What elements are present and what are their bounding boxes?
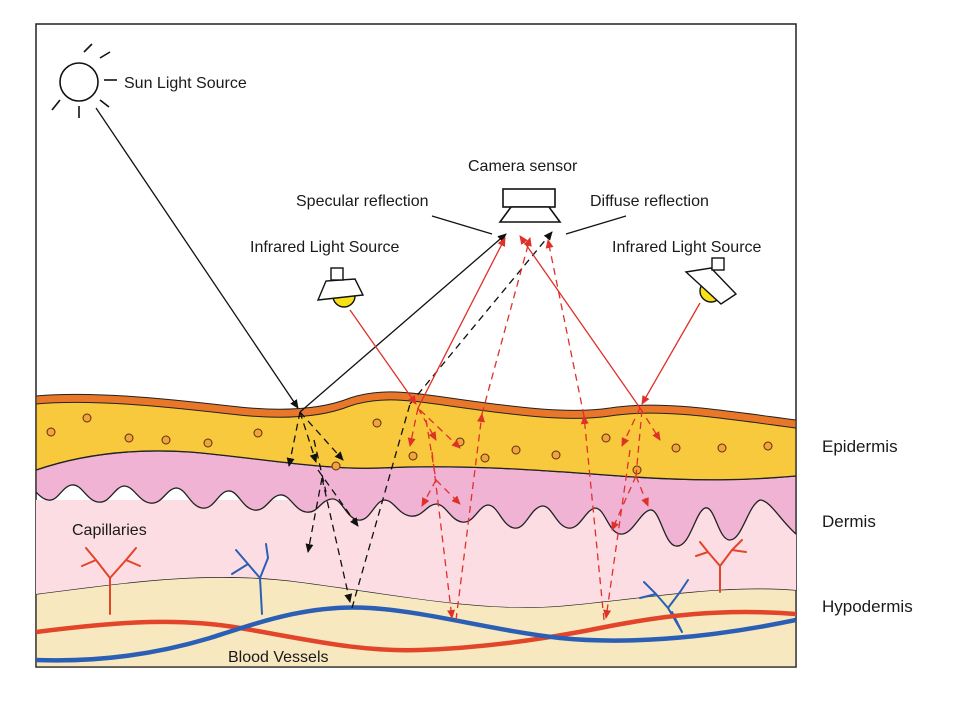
camera-sensor-icon	[498, 188, 562, 223]
infrared-source-right-label: Infrared Light Source	[612, 239, 762, 256]
infrared-scatter	[407, 237, 661, 621]
capillaries-red	[81, 539, 747, 615]
blood-vessels-label: Blood Vessels	[228, 649, 329, 666]
dermis-label: Dermis	[822, 512, 876, 531]
diffuse-leader	[565, 215, 627, 235]
epidermis-label: Epidermis	[822, 437, 898, 456]
camera-sensor-label: Camera sensor	[468, 158, 578, 175]
infrared-source-left-label: Infrared Light Source	[250, 239, 400, 256]
melanin-granules	[46, 413, 773, 475]
infrared-rays	[349, 235, 701, 409]
infrared-light-left-icon	[316, 267, 365, 308]
sunlight-rays	[95, 107, 507, 413]
sunlight-scatter	[286, 231, 553, 609]
hypodermis-label: Hypodermis	[822, 597, 913, 616]
specular-reflection-label: Specular reflection	[296, 193, 429, 210]
infrared-light-right-icon	[684, 257, 738, 305]
capillaries-blue	[231, 543, 689, 633]
specular-leader	[431, 215, 493, 235]
sun-light-source-label: Sun Light Source	[124, 75, 247, 92]
diffuse-reflection-label: Diffuse reflection	[590, 193, 709, 210]
sun-icon	[51, 43, 117, 118]
artery-vessel	[36, 609, 796, 653]
dermis-layer	[36, 500, 796, 608]
vein-vessel	[36, 605, 796, 663]
capillaries-label: Capillaries	[72, 522, 147, 539]
